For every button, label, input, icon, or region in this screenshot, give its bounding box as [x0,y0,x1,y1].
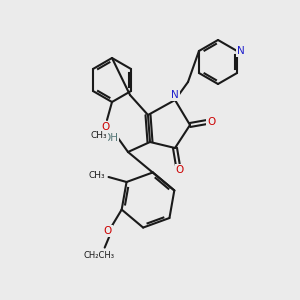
Text: O: O [207,117,215,127]
Text: CH₃: CH₃ [91,131,107,140]
Text: CH₂CH₃: CH₂CH₃ [83,251,114,260]
Text: N: N [237,46,245,56]
Text: CH₃: CH₃ [88,170,105,179]
Text: OH: OH [102,133,118,143]
Text: O: O [101,122,109,132]
Text: O: O [103,226,112,236]
Text: O: O [176,165,184,175]
Text: N: N [171,90,179,100]
